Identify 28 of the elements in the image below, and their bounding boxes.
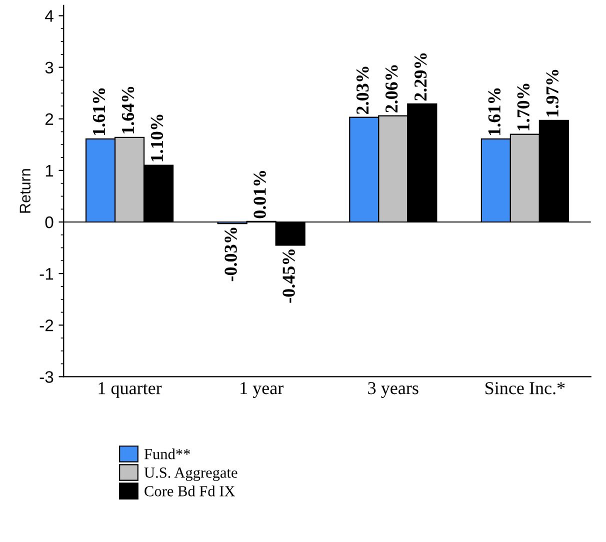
data-label: 1.10%	[150, 114, 164, 162]
data-label: 1.97%	[546, 70, 559, 116]
y-tick-label: 2	[45, 113, 54, 125]
data-label: 1.64%	[122, 86, 134, 134]
x-tick-label: 1 quarter	[98, 382, 162, 398]
y-tick-label: 1	[46, 165, 54, 176]
y-tick-label: 3	[45, 62, 54, 74]
y-tick-label: -3	[40, 371, 54, 383]
data-label: -0.45%	[282, 249, 295, 303]
legend-label: Core Bd Fd IX	[144, 486, 235, 496]
data-label: 1.61%	[92, 88, 106, 135]
y-tick-label: 0	[45, 216, 54, 228]
legend-label: U.S. Aggregate	[144, 468, 238, 481]
y-tick-label: -1	[40, 268, 54, 280]
data-label: 2.29%	[414, 53, 427, 101]
data-label: 2.03%	[356, 66, 369, 114]
y-tick-label: 4	[45, 10, 54, 22]
data-label: 1.61%	[488, 88, 501, 135]
data-label: 2.06%	[385, 65, 398, 112]
data-label: 1.70%	[517, 84, 530, 130]
data-label: -0.03%	[224, 228, 237, 282]
data-label: 0.01%	[254, 170, 266, 218]
x-tick-label: Since Inc.*	[486, 382, 565, 394]
legend-label: Fund**	[144, 448, 190, 460]
x-tick-label: 1 year	[240, 382, 284, 398]
x-tick-label: 3 years	[368, 382, 418, 398]
y-axis-title: Return	[20, 169, 31, 213]
y-tick-label: -2	[40, 320, 54, 332]
